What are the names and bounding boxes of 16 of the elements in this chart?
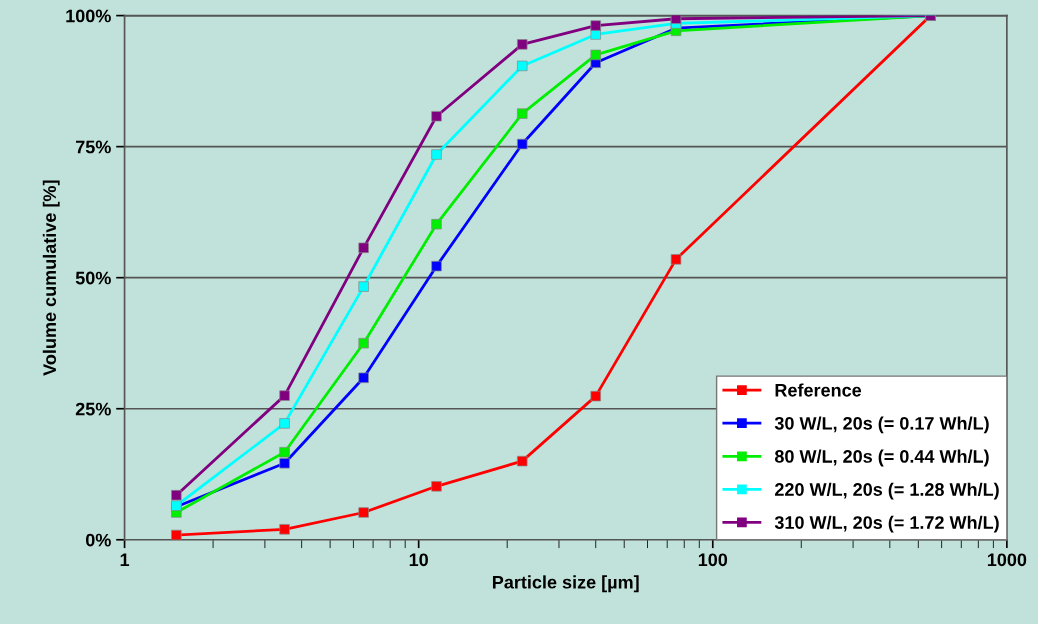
x-axis-title: Particle size [µm] — [492, 575, 639, 593]
legend-label: Reference — [775, 383, 862, 397]
y-axis-title: Volume cumulative [%] — [42, 180, 60, 376]
legend-label: 30 W/L, 20s (= 0.17 Wh/L) — [774, 416, 989, 434]
y-tick-label: 75% — [76, 140, 111, 154]
legend-label: 220 W/L, 20s (= 1.28 Wh/L) — [775, 482, 999, 500]
y-tick-label: 50% — [75, 271, 111, 285]
x-tick-label: 1000 — [987, 553, 1027, 567]
y-tick-label: 0% — [85, 533, 111, 547]
x-tick-label: 1 — [120, 553, 130, 567]
y-tick-label: 25% — [75, 402, 111, 416]
x-tick-label: 10 — [409, 553, 428, 567]
legend-label: 310 W/L, 20s (= 1.72 Wh/L) — [774, 515, 999, 533]
y-tick-label: 100% — [66, 9, 111, 23]
legend-label: 80 W/L, 20s (= 0.44 Wh/L) — [774, 449, 989, 467]
x-tick-label: 100 — [698, 553, 728, 567]
